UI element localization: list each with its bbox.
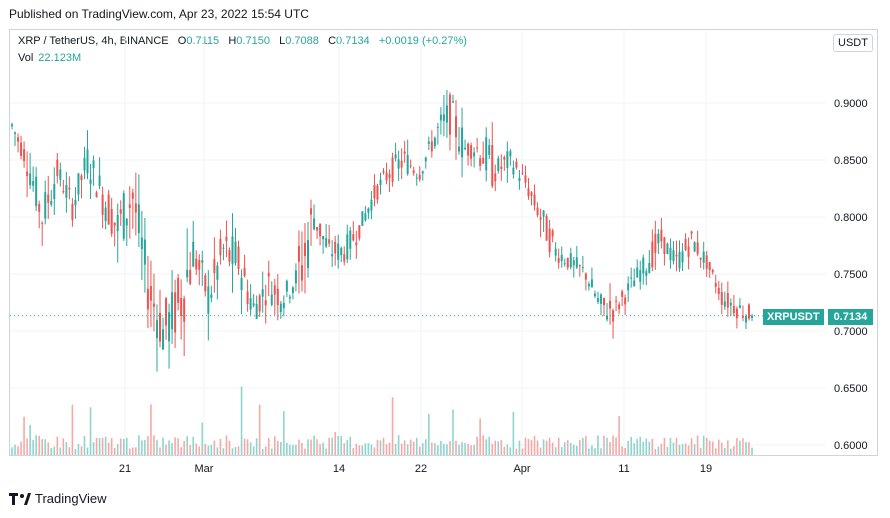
time-tick-label: 19 [700, 463, 712, 475]
time-tick-label: Apr [513, 463, 530, 475]
time-tick-label: 11 [618, 463, 629, 475]
open-value: 0.7115 [186, 35, 220, 47]
published-info: Published on TradingView.com, Apr 23, 20… [9, 7, 309, 21]
chart-legend: XRP / TetherUS, 4h, BINANCE O0.7115 H0.7… [18, 35, 467, 47]
time-tick-label: 21 [119, 463, 131, 475]
time-tick-label: Mar [195, 463, 214, 475]
price-tag-symbol: XRPUSDT [763, 309, 824, 325]
tradingview-logo-icon [9, 492, 31, 505]
close-label: C [328, 35, 337, 47]
low-value: 0.7088 [285, 35, 319, 47]
tradingview-brand[interactable]: TradingView [9, 491, 107, 506]
symbol-label[interactable]: XRP / TetherUS, 4h, BINANCE [18, 35, 169, 47]
price-tag: XRPUSDT 0.7134 [763, 309, 874, 325]
time-tick-label: 22 [415, 463, 427, 475]
high-value: 0.7150 [236, 35, 270, 47]
high-label: H [228, 35, 237, 47]
low-label: L [279, 35, 286, 47]
close-value: 0.7134 [336, 35, 370, 47]
volume-label: Vol [18, 52, 34, 64]
volume-legend: Vol 22.123M [18, 52, 81, 64]
price-tag-value: 0.7134 [827, 309, 874, 325]
change-value: +0.0019 (+0.27%) [378, 35, 467, 47]
volume-value: 22.123M [38, 52, 82, 64]
brand-label: TradingView [35, 491, 107, 506]
chart-frame [9, 29, 878, 456]
currency-button[interactable]: USDT [833, 34, 873, 52]
open-label: O [177, 35, 187, 47]
time-tick-label: 14 [333, 463, 345, 475]
time-axis: 21 Mar 14 22 Apr 11 19 [119, 463, 712, 475]
